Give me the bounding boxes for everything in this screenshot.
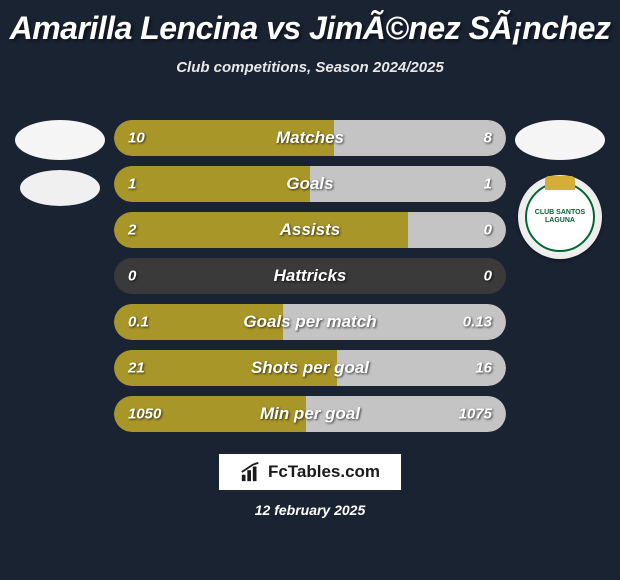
page-title: Amarilla Lencina vs JimÃ©nez SÃ¡nchez	[0, 0, 620, 47]
stat-label: Goals	[114, 174, 506, 194]
stat-row: 00Hattricks	[114, 258, 506, 294]
stat-label: Shots per goal	[114, 358, 506, 378]
stat-label: Assists	[114, 220, 506, 240]
stat-row: 20Assists	[114, 212, 506, 248]
stat-label: Goals per match	[114, 312, 506, 332]
santos-logo: CLUB SANTOS LAGUNA	[525, 182, 595, 252]
player1-badge-placeholder-1	[15, 120, 105, 160]
chart-icon	[240, 461, 262, 483]
footer-logo-text: FcTables.com	[268, 462, 380, 482]
stat-row: 2116Shots per goal	[114, 350, 506, 386]
stat-row: 10501075Min per goal	[114, 396, 506, 432]
stat-row: 0.10.13Goals per match	[114, 304, 506, 340]
stat-label: Min per goal	[114, 404, 506, 424]
stat-label: Hattricks	[114, 266, 506, 286]
stats-container: 108Matches 11Goals 20Assists 00Hattricks 0.1…	[114, 120, 506, 442]
stat-label: Matches	[114, 128, 506, 148]
footer-logo: FcTables.com	[219, 454, 401, 490]
footer-date: 12 february 2025	[255, 502, 366, 518]
santos-logo-text: CLUB SANTOS LAGUNA	[527, 209, 593, 224]
stat-row: 11Goals	[114, 166, 506, 202]
player2-club-badge: CLUB SANTOS LAGUNA	[518, 175, 602, 259]
player1-badge-placeholder-2	[20, 170, 100, 206]
page-subtitle: Club competitions, Season 2024/2025	[0, 59, 620, 76]
stat-row: 108Matches	[114, 120, 506, 156]
player2-badge-placeholder-1	[515, 120, 605, 160]
